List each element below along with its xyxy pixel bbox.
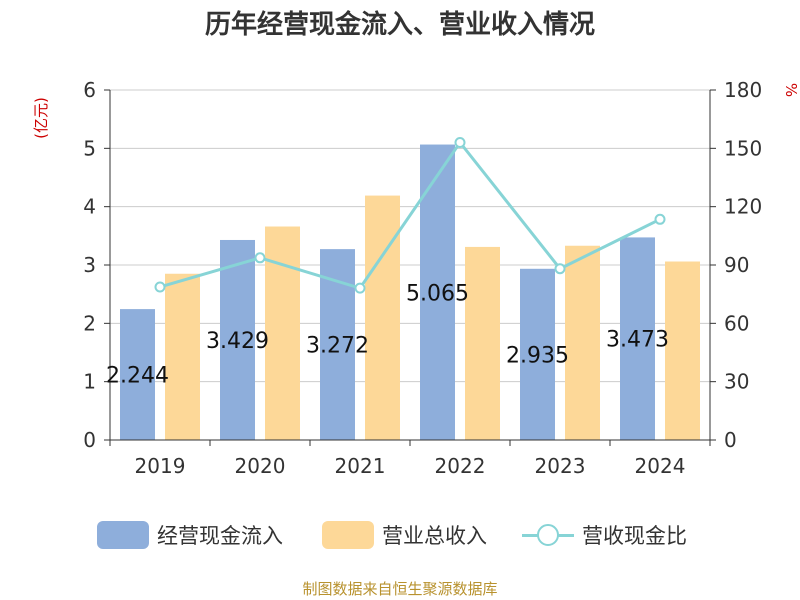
right-tick-label: 60: [724, 311, 749, 335]
x-tick-label: 2019: [135, 454, 186, 478]
x-tick-label: 2022: [435, 454, 486, 478]
right-tick-label: 0: [724, 428, 737, 452]
legend-item-revenue[interactable]: 营业总收入: [322, 518, 487, 552]
left-tick-label: 2: [83, 311, 96, 335]
left-axis-title: (亿元): [32, 97, 50, 139]
data-label-cash-inflow: 3.272: [306, 334, 369, 359]
point-cash-ratio: [354, 282, 366, 294]
source-note: 制图数据来自恒生聚源数据库: [302, 580, 498, 598]
point-cash-ratio: [154, 281, 166, 293]
point-cash-ratio: [654, 213, 666, 225]
right-tick-label: 120: [724, 195, 762, 219]
legend: 经营现金流入 营业总收入 营收现金比: [0, 518, 800, 552]
left-tick-label: 5: [83, 136, 96, 160]
left-tick-label: 1: [83, 370, 96, 394]
bar-revenue: [465, 246, 500, 440]
data-label-cash-inflow: 5.065: [406, 281, 469, 306]
bar-cash-inflow: [220, 239, 255, 440]
line-cash-ratio: [159, 139, 661, 290]
data-label-cash-inflow: 3.429: [206, 329, 269, 354]
legend-swatch-revenue: [322, 521, 374, 549]
point-cash-ratio: [254, 252, 266, 264]
x-tick-label: 2024: [635, 454, 686, 478]
bar-revenue: [265, 226, 300, 440]
legend-item-cash-ratio[interactable]: 营收现金比: [522, 518, 687, 552]
right-tick-label: 90: [724, 253, 749, 277]
data-label-cash-inflow: 3.473: [606, 328, 669, 353]
bar-revenue: [665, 261, 700, 440]
left-tick-label: 4: [83, 195, 96, 219]
bar-cash-inflow: [520, 268, 555, 440]
right-tick-label: 180: [724, 78, 762, 102]
left-tick-label: 6: [83, 78, 96, 102]
point-cash-ratio: [454, 137, 466, 148]
chart-title: 历年经营现金流入、营业收入情况: [204, 10, 595, 40]
bar-cash-inflow: [620, 237, 655, 440]
x-tick-label: 2020: [235, 454, 286, 478]
bar-revenue: [165, 273, 200, 440]
x-tick-label: 2023: [535, 454, 586, 478]
point-cash-ratio: [554, 263, 566, 275]
legend-item-cash-inflow[interactable]: 经营现金流入: [97, 518, 283, 552]
right-tick-label: 30: [724, 370, 749, 394]
legend-swatch-cash-ratio: [522, 521, 574, 549]
x-tick-label: 2021: [335, 454, 386, 478]
legend-swatch-cash-inflow: [97, 521, 149, 549]
bar-revenue: [565, 245, 600, 440]
legend-label-cash-ratio: 营收现金比: [582, 524, 687, 548]
right-axis-title: %: [782, 83, 800, 97]
bar-cash-inflow: [120, 309, 155, 440]
left-tick-label: 0: [83, 428, 96, 452]
left-tick-label: 3: [83, 253, 96, 277]
data-label-cash-inflow: 2.935: [506, 343, 569, 368]
right-tick-label: 150: [724, 136, 762, 160]
legend-label-cash-inflow: 经营现金流入: [157, 524, 283, 548]
data-label-cash-inflow: 2.244: [106, 364, 169, 389]
bar-revenue: [365, 195, 400, 440]
legend-label-revenue: 营业总收入: [382, 524, 487, 548]
